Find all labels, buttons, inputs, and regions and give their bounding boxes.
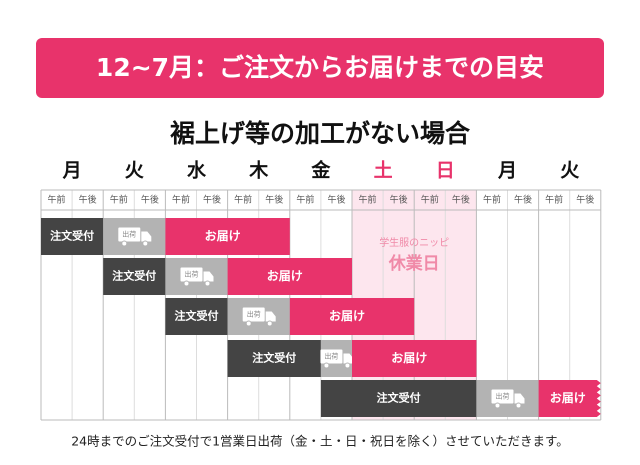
banner-title: 12~7月：ご注文からお届けまでの目安 [96,53,544,82]
delivery-label: お届け [550,391,586,405]
delivery-bar [227,258,352,295]
truck-wheel [245,320,252,327]
half-label: 午前 [48,194,66,206]
ship-label: 出荷 [185,270,199,279]
order-bar [320,380,477,417]
order-bar [41,218,104,255]
order-bar [103,258,166,295]
half-label: 午前 [172,194,190,206]
half-label: 午後 [203,194,221,206]
order-bar [165,298,228,335]
day-label: 金 [310,159,331,182]
ship-label: 出荷 [247,310,261,319]
truck-cab [265,311,276,322]
half-label: 午後 [141,194,159,206]
truck-cab [514,393,525,404]
truck-body [491,389,514,404]
ship-label: 出荷 [324,352,338,361]
truck-wheel [121,240,128,247]
half-label: 午前 [296,194,314,206]
half-label: 午前 [234,194,252,206]
truck-body [242,307,265,322]
day-label: 月 [497,160,517,182]
truck-wheel [344,362,351,369]
order-label: 注文受付 [252,351,296,365]
order-label: 注文受付 [50,229,94,243]
truck-wheel [183,280,190,287]
truck-body [320,349,343,364]
order-label: 注文受付 [175,309,219,323]
order-label: 注文受付 [112,269,156,283]
banner [36,38,604,98]
half-label: 午後 [452,194,470,206]
day-label: 火 [125,160,145,182]
truck-body [180,267,203,282]
half-label: 午後 [514,194,532,206]
truck-cab [343,353,354,364]
half-label: 午前 [110,194,128,206]
half-label: 午前 [421,194,439,206]
delivery-bar [352,340,477,377]
delivery-label: お届け [391,351,427,365]
truck-wheel [266,320,273,327]
truck-wheel [515,402,522,409]
ship-label: 出荷 [122,230,136,239]
truck-wheel [494,402,501,409]
order-bar [227,340,321,377]
footer-note: 24時までのご注文受付で1営業日出荷（金・土・日・祝日を除く）させていただきます… [71,434,569,449]
holiday-label: 休業日 [388,253,440,274]
delivery-label: お届け [205,229,241,243]
delivery-bar [165,218,290,255]
ship-label: 出荷 [496,392,510,401]
order-label: 注文受付 [377,391,421,405]
truck-wheel [204,280,211,287]
day-label: 木 [248,159,269,182]
subtitle: 裾上げ等の加工がない場合 [170,119,471,148]
truck-wheel [323,362,330,369]
half-label: 午後 [576,194,594,206]
half-label: 午後 [327,194,345,206]
day-label: 日 [436,160,455,182]
delivery-label: お届け [329,309,365,323]
day-label: 月 [62,160,82,182]
half-label: 午前 [359,194,377,206]
delivery-bar [538,380,601,417]
delivery-bar [289,298,415,335]
holiday-shop: 学生服のニッピ [379,236,449,249]
half-label: 午後 [390,194,408,206]
day-label: 土 [374,160,393,182]
truck-cab [203,271,214,282]
truck-cab [141,231,152,242]
half-label: 午前 [483,194,501,206]
delivery-label: お届け [267,269,303,283]
truck-body [118,227,141,242]
half-label: 午前 [545,194,563,206]
half-label: 午後 [79,194,97,206]
truck-wheel [142,240,149,247]
day-label: 火 [560,160,580,182]
day-label: 水 [187,160,207,182]
half-label: 午後 [265,194,283,206]
